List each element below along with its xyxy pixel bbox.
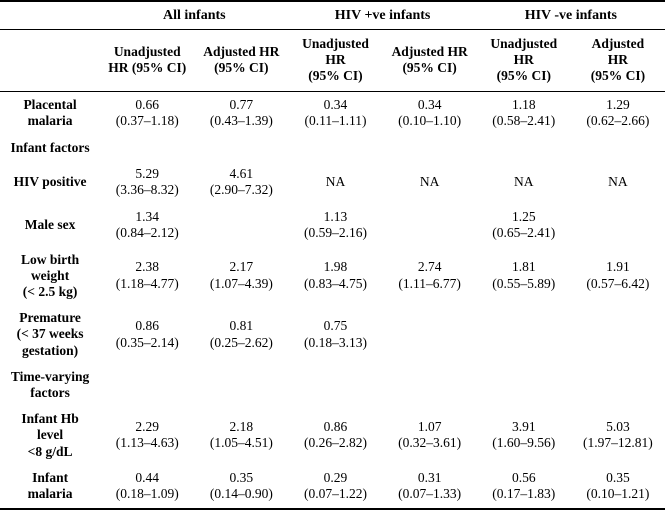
- column-header-row: Unadjusted HR (95% CI) Adjusted HR (95% C…: [0, 29, 665, 92]
- row-label: Premature (< 37 weeks gestation): [16, 310, 84, 358]
- hr-cell: NA: [419, 174, 440, 190]
- empty-cell: [571, 305, 665, 364]
- hr-cell: 1.07 (0.32–3.61): [398, 418, 462, 451]
- hr-cell: 0.35 (0.10–1.21): [586, 469, 650, 502]
- column-header-2: Adjusted HR (95% CI): [194, 29, 289, 92]
- hr-cell: 1.13 (0.59–2.16): [303, 208, 367, 241]
- hr-cell: 0.34 (0.10–1.10): [398, 96, 462, 129]
- group-header-all-infants: All infants: [100, 1, 289, 31]
- hr-cell: 0.56 (0.17–1.83): [492, 469, 556, 502]
- column-header-4: Adjusted HR (95% CI): [382, 29, 477, 92]
- corner-cell: [0, 1, 101, 31]
- hr-cell: 5.03 (1.97–12.81): [583, 418, 653, 451]
- hr-cell: 0.81 (0.25–2.62): [209, 318, 273, 350]
- hr-cell: 2.17 (1.07–4.39): [209, 259, 273, 291]
- empty-cell: [383, 204, 477, 247]
- hr-cell: 0.31 (0.07–1.33): [398, 469, 462, 502]
- column-header-1: Unadjusted HR (95% CI): [100, 29, 195, 92]
- column-header-5: Unadjusted HR (95% CI): [476, 29, 571, 92]
- table-header: All infants HIV +ve infants HIV -ve infant…: [0, 1, 665, 92]
- hr-cell: 0.34 (0.11–1.11): [304, 96, 367, 129]
- empty-cell: [477, 305, 571, 364]
- empty-cell: [288, 364, 382, 406]
- group-header-row: All infants HIV +ve infants HIV -ve infant…: [0, 1, 665, 31]
- table-row-male-sex: Male sex 1.34 (0.84–2.12) 1.13 (0.59–2.16)…: [0, 204, 665, 247]
- empty-cell: [100, 135, 194, 161]
- column-header-6: Adjusted HR (95% CI): [570, 29, 665, 92]
- hr-cell: 2.29 (1.13–4.63): [115, 418, 179, 451]
- hr-cell: 1.34 (0.84–2.12): [115, 208, 179, 241]
- empty-cell: [571, 204, 665, 247]
- section-row-time-varying-factors: Time-varying factors: [0, 364, 665, 406]
- row-label: HIV positive: [13, 174, 87, 190]
- hr-cell: 0.29 (0.07–1.22): [303, 469, 367, 502]
- group-header-hiv-ve-infants: HIV -ve infants: [476, 1, 665, 31]
- table-row-low-birth-weight-2-5-kg: Low birth weight (< 2.5 kg) 2.38 (1.18–4.…: [0, 247, 665, 306]
- hr-cell: 1.29 (0.62–2.66): [586, 96, 650, 129]
- empty-cell: [571, 364, 665, 406]
- hr-cell: 1.91 (0.57–6.42): [586, 259, 650, 291]
- empty-cell: [194, 135, 288, 161]
- row-label: Infant Hb level <8 g/dL: [21, 411, 79, 459]
- corner-cell-sub: [0, 29, 101, 92]
- hr-cell: 1.81 (0.55–5.89): [492, 259, 556, 291]
- empty-cell: [477, 364, 571, 406]
- table-row-hiv-positive: HIV positive 5.29 (3.36–8.32) 4.61 (2.90–7…: [0, 161, 665, 204]
- table-row-infant-malaria: Infant malaria 0.44 (0.18–1.09) 0.35 (0.14…: [0, 465, 665, 509]
- table-body: Placental malaria 0.66 (0.37–1.18) 0.77 (0…: [0, 91, 665, 509]
- hr-cell: NA: [325, 174, 346, 190]
- hr-cell: 0.86 (0.35–2.14): [115, 318, 179, 350]
- row-label: Male sex: [24, 217, 76, 233]
- hr-cell: 1.98 (0.83–4.75): [303, 259, 367, 291]
- empty-cell: [194, 204, 288, 247]
- hr-cell: 5.29 (3.36–8.32): [115, 165, 179, 198]
- hr-cell: 0.77 (0.43–1.39): [209, 96, 273, 129]
- row-label: Infant malaria: [27, 470, 73, 502]
- row-label: Time-varying factors: [10, 368, 90, 400]
- empty-cell: [288, 135, 382, 161]
- table-row-placental-malaria: Placental malaria 0.66 (0.37–1.18) 0.77 (0…: [0, 91, 665, 134]
- empty-cell: [194, 364, 288, 406]
- hr-cell: 4.61 (2.90–7.32): [209, 165, 273, 198]
- hr-cell: 3.91 (1.60–9.56): [492, 418, 556, 451]
- hr-cell: 2.18 (1.05–4.51): [209, 418, 273, 451]
- hr-cell: NA: [608, 174, 628, 190]
- hr-cell: 1.25 (0.65–2.41): [492, 208, 556, 241]
- column-header-3: Unadjusted HR (95% CI): [288, 29, 383, 92]
- empty-cell: [383, 135, 477, 161]
- row-label: Placental malaria: [23, 96, 77, 129]
- empty-cell: [477, 135, 571, 161]
- table-row-premature-37-weeks-gestation: Premature (< 37 weeks gestation) 0.86 (0.…: [0, 305, 665, 364]
- table-row-infant-hb-level-8-g-dl: Infant Hb level <8 g/dL 2.29 (1.13–4.63) 2…: [0, 406, 665, 465]
- section-row-infant-factors: Infant factors: [0, 135, 665, 161]
- hr-cell: NA: [514, 174, 534, 190]
- hr-cell: 2.74 (1.11–6.77): [398, 259, 461, 291]
- hr-cell: 0.35 (0.14–0.90): [209, 469, 273, 502]
- hr-cell: 0.66 (0.37–1.18): [115, 96, 179, 129]
- hr-cell: 0.75 (0.18–3.13): [303, 318, 367, 350]
- hr-cell: 2.38 (1.18–4.77): [115, 259, 179, 291]
- hr-cell: 0.44 (0.18–1.09): [115, 469, 179, 502]
- hr-cell: 0.86 (0.26–2.82): [303, 418, 367, 451]
- empty-cell: [571, 135, 665, 161]
- empty-cell: [100, 364, 194, 406]
- row-label: Infant factors: [10, 139, 90, 155]
- group-header-hiv-ve-infants: HIV +ve infants: [288, 1, 477, 31]
- empty-cell: [383, 364, 477, 406]
- empty-cell: [383, 305, 477, 364]
- row-label: Low birth weight (< 2.5 kg): [21, 251, 80, 300]
- hr-cell: 1.18 (0.58–2.41): [492, 96, 556, 129]
